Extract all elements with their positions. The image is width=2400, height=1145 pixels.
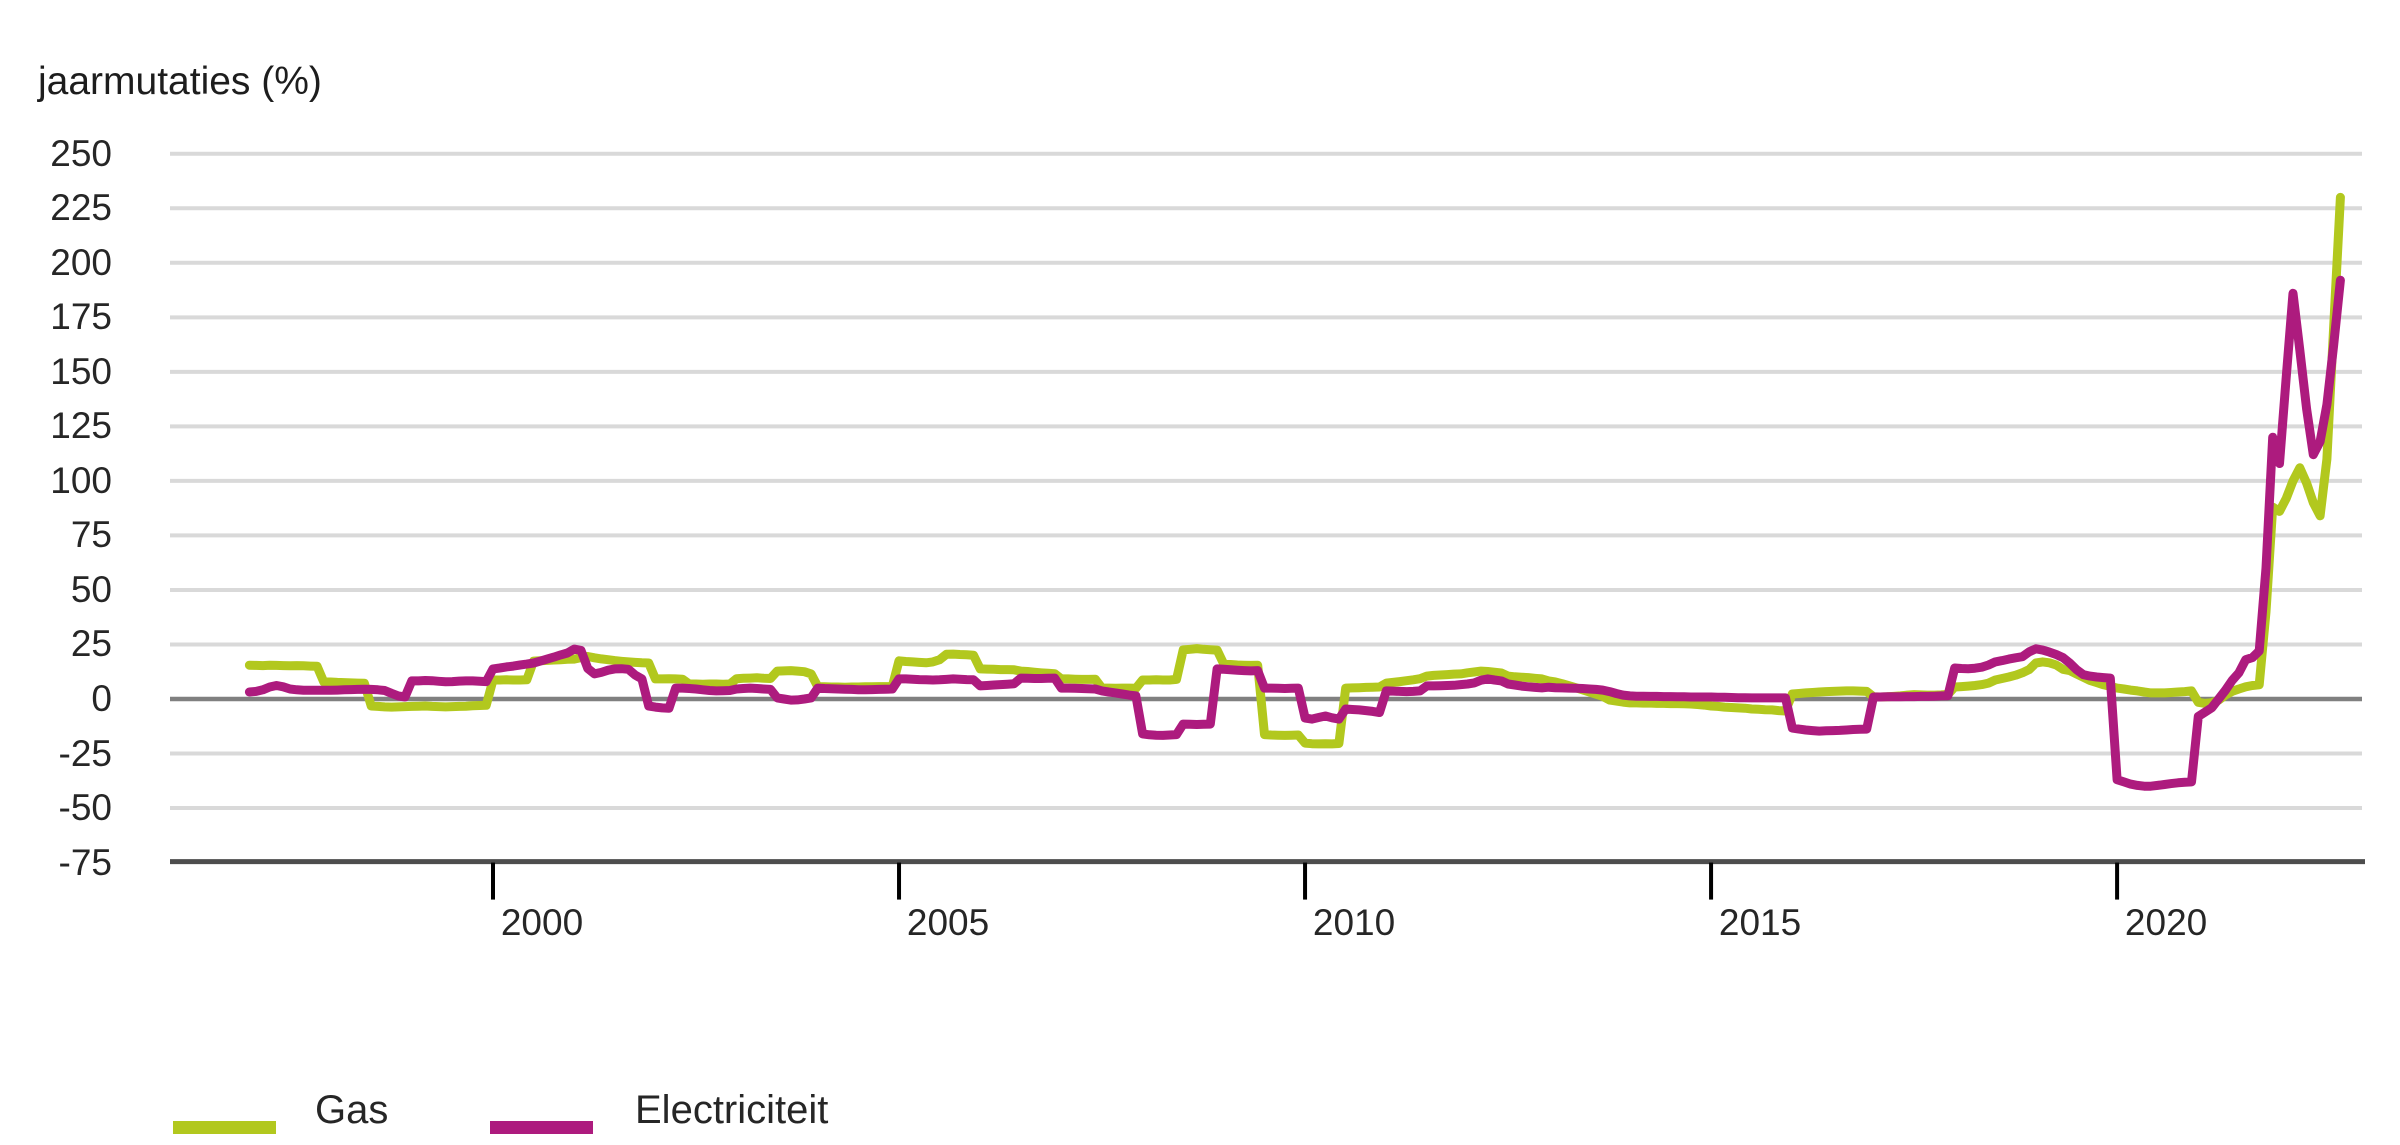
y-tick-label: 175: [50, 296, 112, 338]
x-tick-label: 2005: [906, 902, 990, 943]
gas-legend-swatch: [173, 1121, 276, 1134]
chart-title: jaarmutaties (%): [38, 60, 322, 103]
y-tick-label: 100: [50, 459, 112, 501]
y-tick-label: 50: [70, 568, 112, 610]
y-tick-label: 150: [50, 350, 112, 392]
x-tick-label: 2020: [2124, 902, 2208, 943]
electricity-legend-label: Electriciteit: [635, 1088, 829, 1132]
electricity-legend-swatch: [490, 1121, 593, 1134]
y-tick-label: 75: [70, 514, 112, 556]
y-tick-label: 125: [50, 405, 112, 447]
x-tick-label: 2000: [500, 902, 584, 943]
y-tick-label: 225: [50, 187, 112, 229]
legend: Gas Electriciteit: [0, 1088, 2400, 1145]
y-tick-label: -50: [58, 787, 112, 829]
electricity-line: [244, 275, 2345, 791]
y-tick-label: -75: [58, 841, 112, 883]
gas-legend-label: Gas: [315, 1088, 389, 1132]
y-tick-label: 25: [70, 623, 112, 665]
y-tick-label: 200: [50, 241, 112, 283]
y-tick-label: 250: [50, 132, 112, 174]
y-tick-label: -25: [58, 732, 112, 774]
x-tick-label: 2015: [1718, 902, 1802, 943]
gas-line: [244, 192, 2345, 749]
y-tick-label: 0: [91, 678, 112, 719]
x-tick-label: 2010: [1312, 902, 1396, 943]
